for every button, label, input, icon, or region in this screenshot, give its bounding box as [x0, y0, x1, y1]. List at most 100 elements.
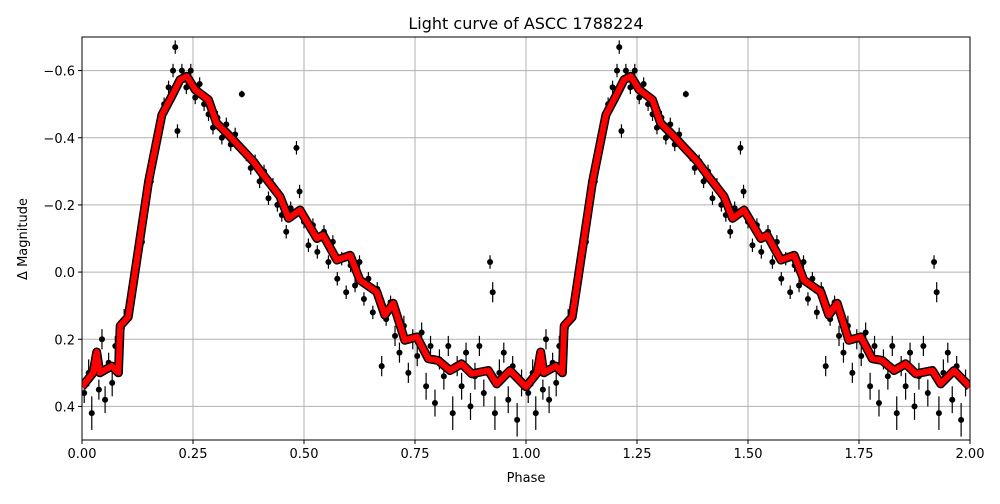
data-point: [787, 289, 794, 296]
data-point: [871, 342, 878, 349]
data-point: [875, 400, 882, 407]
y-tick-label: 0.2: [54, 333, 75, 348]
data-point: [889, 342, 896, 349]
x-tick-label: 1.25: [623, 447, 652, 462]
data-point: [431, 400, 438, 407]
data-point: [476, 342, 483, 349]
data-point: [902, 383, 909, 390]
data-point: [618, 128, 625, 135]
x-axis-label: Phase: [507, 471, 546, 486]
y-tick-label: 0.4: [54, 400, 75, 415]
data-point: [449, 410, 456, 417]
data-point: [700, 178, 707, 185]
data-point: [682, 91, 689, 98]
axis-ticks: 0.00 0.25 0.50 0.75 1.00 1.25 1.50 1.75 2.00 −0.6…: [43, 65, 984, 462]
x-tick-label: 2.00: [956, 447, 985, 462]
data-point: [458, 383, 465, 390]
data-point: [440, 373, 447, 380]
data-point: [931, 259, 938, 266]
data-point: [836, 332, 843, 339]
data-point: [553, 379, 560, 386]
data-point: [924, 389, 931, 396]
data-point: [178, 67, 185, 74]
data-point: [858, 353, 865, 360]
data-point: [727, 228, 734, 235]
data-point: [935, 410, 942, 417]
data-point: [489, 289, 496, 296]
data-point: [920, 342, 927, 349]
data-point: [525, 389, 532, 396]
chart-title: Light curve of ASCC 1788224: [408, 14, 643, 33]
data-point: [769, 259, 776, 266]
y-tick-label: −0.2: [43, 199, 75, 214]
data-point: [396, 349, 403, 356]
data-point: [463, 349, 470, 356]
data-point: [187, 67, 194, 74]
data-point: [238, 91, 245, 98]
data-point: [98, 336, 105, 343]
data-point: [95, 386, 102, 393]
data-point: [778, 275, 785, 282]
data-point: [542, 336, 549, 343]
data-point: [849, 369, 856, 376]
data-point: [218, 134, 225, 141]
data-point: [614, 67, 621, 74]
data-point: [796, 282, 803, 289]
data-point: [88, 410, 95, 417]
data-point: [172, 44, 179, 51]
data-point: [414, 353, 421, 360]
data-point: [369, 309, 376, 316]
data-point: [840, 349, 847, 356]
data-point: [907, 349, 914, 356]
data-point: [958, 416, 965, 423]
data-point: [445, 342, 452, 349]
data-point: [423, 383, 430, 390]
data-point: [314, 248, 321, 255]
y-tick-label: −0.6: [43, 65, 75, 80]
y-tick-label: 0.0: [54, 266, 75, 281]
data-point: [82, 389, 88, 396]
model-curve-line: [82, 73, 970, 390]
data-point: [196, 81, 203, 88]
data-point: [867, 383, 874, 390]
data-point: [933, 289, 940, 296]
data-point: [640, 81, 647, 88]
data-point: [165, 84, 172, 91]
data-point: [352, 282, 359, 289]
data-point: [480, 389, 487, 396]
data-point: [500, 349, 507, 356]
data-point: [944, 349, 951, 356]
data-point: [609, 84, 616, 91]
data-point: [949, 396, 956, 403]
data-point: [758, 248, 765, 255]
x-tick-label: 1.00: [512, 447, 541, 462]
data-point: [737, 144, 744, 151]
data-point: [405, 369, 412, 376]
x-tick-label: 0.75: [401, 447, 430, 462]
data-point: [622, 67, 629, 74]
data-point: [822, 363, 829, 370]
data-point: [514, 416, 521, 423]
data-point: [427, 342, 434, 349]
data-point: [532, 410, 539, 417]
data-point: [616, 44, 623, 51]
data-point: [546, 396, 553, 403]
data-point: [467, 403, 474, 410]
model-curve: [82, 71, 970, 392]
data-point: [265, 195, 272, 202]
data-point: [749, 242, 756, 249]
data-point: [709, 195, 716, 202]
data-point: [505, 396, 512, 403]
data-point: [293, 144, 300, 151]
data-point: [102, 396, 109, 403]
data-point: [109, 379, 116, 386]
x-tick-label: 0.50: [290, 447, 319, 462]
data-point: [283, 228, 290, 235]
data-point: [631, 67, 638, 74]
y-axis-label: Δ Magnitude: [16, 198, 31, 280]
data-point: [491, 410, 498, 417]
data-point: [296, 188, 303, 195]
data-point: [911, 403, 918, 410]
